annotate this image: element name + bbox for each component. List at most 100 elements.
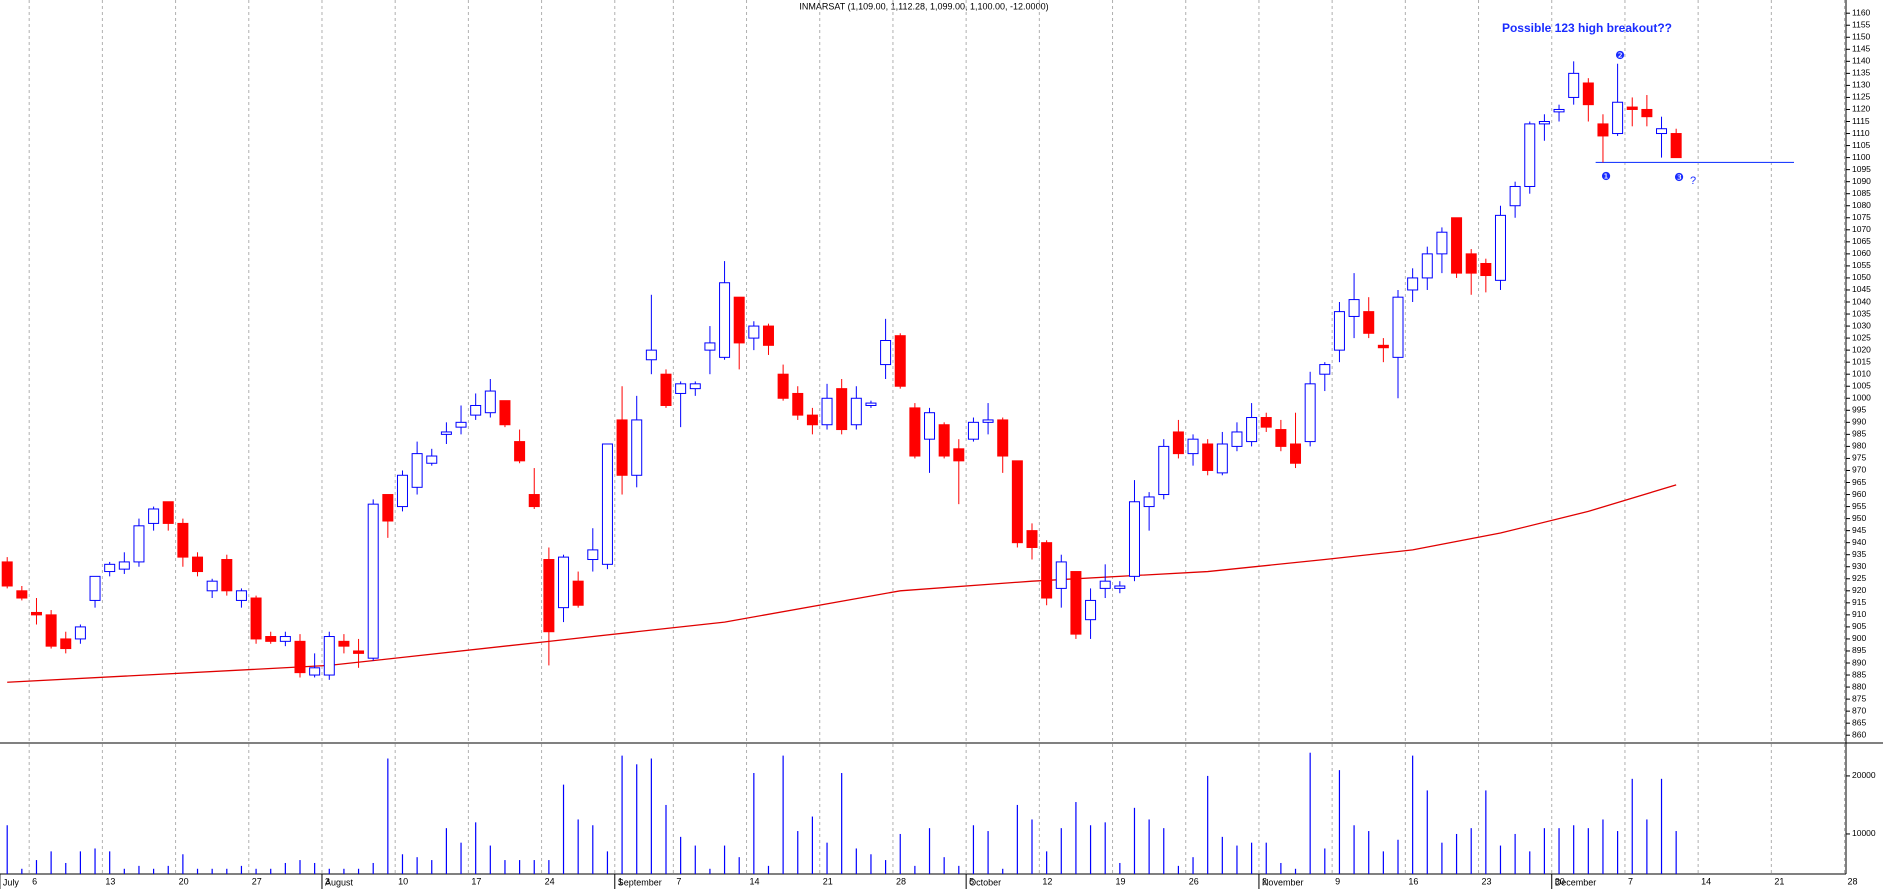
candle-body	[1421, 253, 1433, 279]
candle-body	[265, 636, 277, 642]
candle-body	[1158, 445, 1170, 496]
candle-body	[1524, 123, 1536, 187]
month-label: September	[618, 877, 662, 887]
x-tick-label: 17	[471, 876, 481, 886]
month-label: December	[1555, 877, 1597, 887]
y-tick-label: 1120	[1852, 104, 1871, 114]
moving-average	[7, 484, 1677, 683]
candle-body	[1231, 431, 1243, 447]
candle-body	[1099, 580, 1111, 589]
candle-body	[880, 340, 892, 366]
y-tick-label: 965	[1852, 477, 1866, 487]
candle-body	[1612, 101, 1624, 135]
candle-body	[1055, 561, 1067, 589]
candle-body	[1275, 429, 1287, 447]
candle-body	[1085, 599, 1097, 621]
candle-body	[235, 590, 247, 601]
y-tick-label: 880	[1852, 681, 1866, 691]
candle-body	[1407, 277, 1419, 291]
y-tick-label: 1025	[1852, 332, 1871, 342]
y-tick-label: 1090	[1852, 176, 1871, 186]
candle-body	[1377, 344, 1389, 349]
candle-body	[616, 419, 628, 476]
candle-body	[909, 407, 921, 457]
candle-body	[484, 390, 496, 414]
y-tick-label: 1150	[1852, 32, 1871, 42]
candle-body	[60, 638, 72, 650]
x-tick-label: 2	[1262, 876, 1267, 886]
candle-body	[821, 397, 833, 426]
candle-body	[1143, 496, 1155, 508]
candle-body	[777, 373, 789, 399]
candle-body	[1626, 106, 1638, 110]
candle-body	[1480, 262, 1492, 277]
candle-body	[1128, 501, 1140, 577]
y-tick-label: 1140	[1852, 56, 1871, 66]
candle-body	[250, 597, 262, 640]
candle-body	[30, 611, 42, 616]
y-tick-label: 1045	[1852, 284, 1871, 294]
y-tick-label: 1100	[1852, 152, 1871, 162]
y-tick-label: 970	[1852, 465, 1866, 475]
pattern-label: ❶	[1601, 171, 1611, 183]
y-tick-label: 1135	[1852, 68, 1871, 78]
month-label: August	[325, 877, 354, 887]
y-tick-label: 1065	[1852, 236, 1871, 246]
candle-body	[1333, 311, 1345, 351]
candle-body	[294, 640, 306, 674]
y-tick-label: 1095	[1852, 164, 1871, 174]
candle-body	[455, 421, 467, 428]
candle-body	[1319, 364, 1331, 375]
candle-body	[1670, 133, 1682, 159]
candle-body	[1011, 460, 1023, 544]
candle-body	[16, 590, 28, 599]
candle-body	[1436, 231, 1448, 255]
candle-body	[162, 501, 174, 524]
candle-body	[89, 575, 101, 601]
y-tick-label: 895	[1852, 645, 1866, 655]
candle-body	[1260, 417, 1272, 428]
candle-body	[1363, 311, 1375, 334]
y-tick-label: 920	[1852, 585, 1866, 595]
y-tick-label: 1125	[1852, 92, 1871, 102]
candle-body	[1026, 530, 1038, 548]
candle-body	[1597, 123, 1609, 137]
x-tick-label: 14	[750, 876, 760, 886]
y-tick-label: 1000	[1852, 393, 1871, 403]
candle-body	[748, 325, 760, 339]
candle-body	[221, 559, 233, 592]
y-tick-label: 1030	[1852, 320, 1871, 330]
x-tick-label: 20	[179, 876, 189, 886]
candle-body	[587, 549, 599, 561]
candle-body	[338, 640, 350, 647]
y-tick-label: 885	[1852, 669, 1866, 679]
y-tick-label: 950	[1852, 513, 1866, 523]
candle-body	[411, 453, 423, 488]
candle-body	[1465, 253, 1477, 274]
candle-body	[440, 431, 452, 435]
candle-body	[733, 296, 745, 344]
x-tick-label: 24	[545, 876, 555, 886]
month-label: November	[1262, 877, 1304, 887]
candle-body	[309, 667, 321, 676]
x-tick-label: 5	[969, 876, 974, 886]
x-tick-label: 14	[1701, 876, 1711, 886]
x-tick-label: 30	[1555, 876, 1565, 886]
y-tick-label: 1060	[1852, 248, 1871, 258]
y-tick-label: 865	[1852, 717, 1866, 727]
candle-body	[1216, 443, 1228, 474]
candle-body	[382, 494, 394, 522]
x-tick-label: 28	[1848, 876, 1858, 886]
y-tick-label: 990	[1852, 417, 1866, 427]
candle-body	[938, 424, 950, 457]
pattern-label: ❷	[1615, 50, 1625, 62]
y-tick-label: 1080	[1852, 200, 1871, 210]
x-tick-label: 21	[1774, 876, 1784, 886]
y-tick-label: 1015	[1852, 356, 1871, 366]
candle-body	[206, 580, 218, 592]
y-tick-label: 860	[1852, 729, 1866, 739]
y-tick-label: 960	[1852, 489, 1866, 499]
x-tick-label: 21	[823, 876, 833, 886]
y-tick-label: 890	[1852, 657, 1866, 667]
